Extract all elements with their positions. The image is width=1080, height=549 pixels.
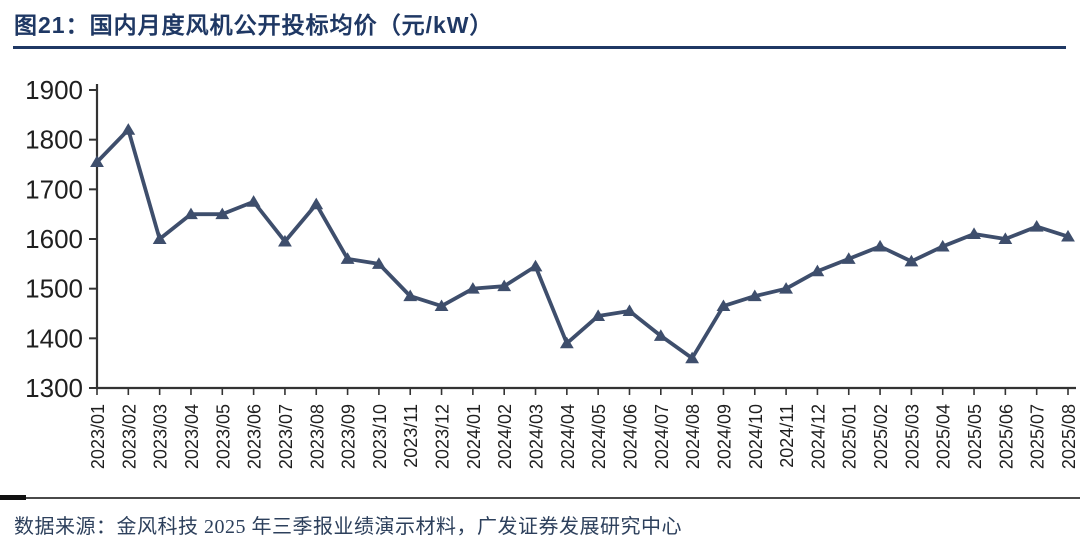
x-tick-label: 2023/11	[401, 404, 421, 468]
series-line	[95, 127, 1069, 361]
data-point-marker	[747, 289, 762, 302]
data-point-marker	[1029, 219, 1044, 232]
x-tick-label: 2024/03	[527, 404, 547, 469]
x-tick-label: 2024/01	[464, 404, 484, 469]
data-point-marker	[372, 257, 386, 269]
x-tick-label: 2024/05	[589, 404, 609, 469]
data-point-marker	[278, 234, 292, 247]
data-point-marker	[935, 239, 950, 252]
x-tick-label: 2023/03	[151, 404, 171, 469]
data-point-marker	[685, 351, 700, 364]
y-tick-label: 1300	[25, 373, 83, 403]
data-point-marker	[873, 239, 887, 252]
x-tick-label: 2024/04	[558, 404, 578, 469]
data-point-marker	[152, 232, 167, 244]
x-tick-label: 2024/11	[777, 404, 797, 468]
figure-title: 图21：国内月度风机公开投标均价（元/kW）	[14, 12, 494, 38]
source-divider	[0, 497, 1080, 499]
y-tick-label: 1400	[25, 323, 83, 353]
x-tick-label: 2023/10	[370, 404, 390, 469]
y-tick-label: 1600	[25, 224, 83, 254]
data-point-marker	[591, 309, 606, 321]
x-tick-label: 2023/12	[433, 404, 453, 469]
data-source: 数据来源：金风科技 2025 年三季报业绩演示材料，广发证券发展研究中心	[14, 516, 682, 538]
y-tick-label: 1800	[25, 125, 83, 155]
y-tick-label: 1700	[25, 174, 83, 204]
x-tick-label: 2025/01	[840, 404, 860, 469]
x-tick-label: 2024/12	[808, 404, 828, 469]
x-tick-label: 2025/07	[1028, 404, 1048, 469]
x-tick-label: 2024/10	[746, 404, 766, 469]
x-tick-label: 2023/08	[307, 404, 327, 469]
data-point-marker	[340, 252, 355, 264]
data-point-marker	[810, 264, 825, 277]
x-tick-label: 2023/01	[88, 404, 108, 469]
x-tick-label: 2023/06	[245, 404, 265, 469]
x-tick-label: 2025/08	[1059, 404, 1079, 469]
data-point-marker	[434, 299, 449, 312]
data-point-marker	[121, 123, 136, 135]
x-tick-label: 2024/07	[652, 404, 672, 469]
data-point-marker	[497, 279, 512, 292]
data-point-marker	[841, 252, 856, 264]
data-point-marker	[1061, 229, 1075, 242]
data-point-marker	[998, 232, 1013, 244]
x-tick-label: 2025/06	[996, 404, 1016, 469]
data-point-marker	[716, 299, 731, 312]
data-point-marker	[309, 197, 324, 210]
x-tick-label: 2023/04	[182, 404, 202, 469]
x-tick-label: 2023/05	[213, 404, 233, 469]
x-tick-label: 2025/03	[902, 404, 922, 469]
x-tick-label: 2024/06	[620, 404, 640, 469]
x-tick-label: 2024/02	[495, 404, 515, 469]
data-point-marker	[215, 207, 230, 220]
x-tick-label: 2025/02	[871, 404, 891, 469]
data-point-marker	[465, 282, 480, 294]
data-point-marker	[528, 259, 543, 272]
data-point-marker	[904, 254, 919, 267]
data-point-marker	[246, 195, 261, 207]
x-tick-label: 2024/08	[683, 404, 703, 469]
data-point-marker	[184, 207, 198, 220]
data-point-marker	[622, 304, 637, 317]
data-point-marker	[90, 155, 104, 168]
y-tick-label: 1900	[25, 75, 83, 105]
x-tick-label: 2023/09	[339, 404, 359, 469]
x-tick-label: 2025/05	[965, 404, 985, 469]
x-tick-label: 2024/09	[714, 404, 734, 469]
line-chart: 1300 1400 1500 1600 1700 1800 1900 2023/01 2023/…	[25, 75, 1079, 469]
x-tick-label: 2023/07	[276, 404, 296, 469]
data-point-marker	[653, 329, 668, 341]
title-divider	[13, 46, 1066, 49]
y-tick-label: 1500	[25, 274, 83, 304]
data-point-marker	[559, 336, 574, 349]
data-point-marker	[967, 227, 981, 240]
source-divider-stub	[0, 495, 26, 500]
data-point-marker	[403, 289, 418, 302]
x-tick-label: 2025/04	[934, 404, 954, 469]
data-point-marker	[779, 282, 793, 294]
x-tick-label: 2023/02	[119, 404, 139, 469]
axes	[95, 84, 1076, 390]
